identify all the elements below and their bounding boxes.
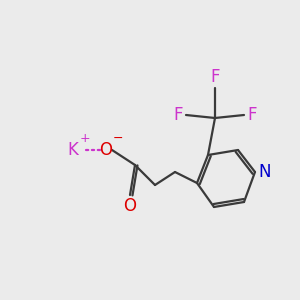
Text: O: O <box>124 197 136 215</box>
Text: F: F <box>247 106 256 124</box>
Text: F: F <box>173 106 183 124</box>
Text: −: − <box>113 132 124 145</box>
Text: N: N <box>258 163 271 181</box>
Text: O: O <box>99 141 112 159</box>
Text: F: F <box>210 68 220 86</box>
Text: K: K <box>67 141 78 159</box>
Text: +: + <box>80 132 91 145</box>
